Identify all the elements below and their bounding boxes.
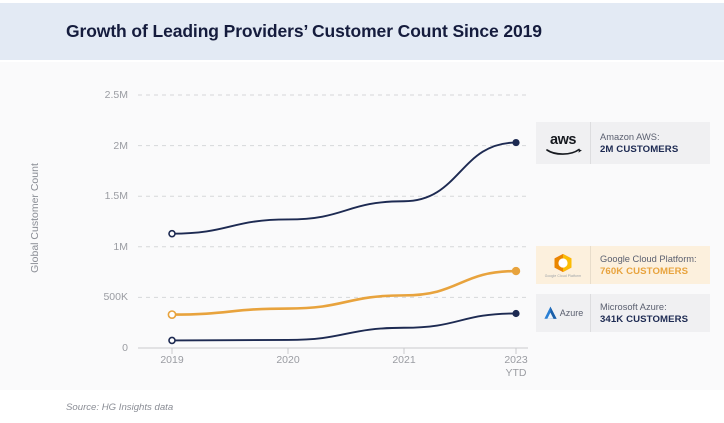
legend-text-azure: Microsoft Azure: 341K CUSTOMERS — [590, 294, 710, 332]
y-tick-label: 1.5M — [104, 190, 128, 203]
y-tick-label: 2M — [113, 139, 128, 152]
legend-item-aws[interactable]: aws Amazon AWS: 2M CUSTOMERS — [536, 122, 710, 164]
series-end-marker — [512, 138, 520, 147]
series-end-marker — [511, 266, 521, 276]
page-title: Growth of Leading Providers’ Customer Co… — [66, 21, 542, 41]
legend-item-azure[interactable]: Azure Microsoft Azure: 341K CUSTOMERS — [536, 294, 710, 332]
y-tick-label: 1M — [113, 240, 128, 253]
legend-name-aws: Amazon AWS: — [600, 131, 660, 142]
aws-logo-glyph: aws — [546, 132, 582, 155]
google-cloud-logo-icon: Google Cloud Platform — [536, 246, 590, 284]
y-axis-title: Global Customer Count — [29, 163, 41, 273]
google-cloud-logo-glyph — [554, 253, 572, 272]
series-start-marker — [168, 336, 176, 345]
series-start-marker — [168, 229, 176, 238]
y-tick-label: 500K — [103, 291, 128, 304]
legend-name-gcp: Google Cloud Platform: — [600, 253, 697, 264]
series-end-marker — [512, 309, 520, 318]
series-line — [170, 269, 518, 316]
azure-logo-caption: Azure — [559, 308, 584, 318]
x-tick-label: 2019 — [160, 354, 184, 366]
microsoft-azure-logo-icon: Azure — [536, 294, 590, 332]
legend-name-azure: Microsoft Azure: — [600, 301, 667, 312]
y-tick-label: 2.5M — [104, 89, 128, 101]
azure-logo-glyph — [544, 306, 557, 319]
legend-text-aws: Amazon AWS: 2M CUSTOMERS — [590, 122, 710, 164]
y-axis-tick-labels: 0 500K 1M 1.5M 2M 2.5M — [62, 62, 128, 362]
series-start-marker — [167, 310, 177, 320]
x-tick-label: 2020 — [276, 354, 300, 366]
legend-value-aws: 2M CUSTOMERS — [600, 143, 679, 155]
series-line — [171, 141, 517, 235]
svg-text:aws: aws — [550, 132, 576, 148]
aws-logo-icon: aws — [536, 122, 590, 164]
source-note: Source: HG Insights data — [66, 402, 174, 413]
legend-value-gcp: 760K CUSTOMERS — [600, 265, 689, 277]
gcp-logo-caption: Google Cloud Platform — [544, 273, 582, 278]
legend-text-gcp: Google Cloud Platform: 760K CUSTOMERS — [590, 246, 710, 284]
legend-item-gcp[interactable]: Google Cloud Platform Google Cloud Platf… — [536, 246, 710, 284]
header-band: Growth of Leading Providers’ Customer Co… — [0, 3, 724, 60]
plot-area: 2019 2020 2021 2023 YTD — [138, 62, 528, 379]
series-lines — [138, 94, 528, 354]
x-tick-label: 2023 YTD — [504, 354, 528, 379]
legend-value-azure: 341K CUSTOMERS — [600, 313, 689, 325]
series-line — [171, 312, 517, 342]
chart-panel: Global Customer Count 0 500K 1M 1.5M 2M 2.5M … — [0, 62, 724, 390]
x-tick-label: 2021 — [392, 354, 416, 366]
y-tick-label: 0 — [122, 342, 128, 354]
